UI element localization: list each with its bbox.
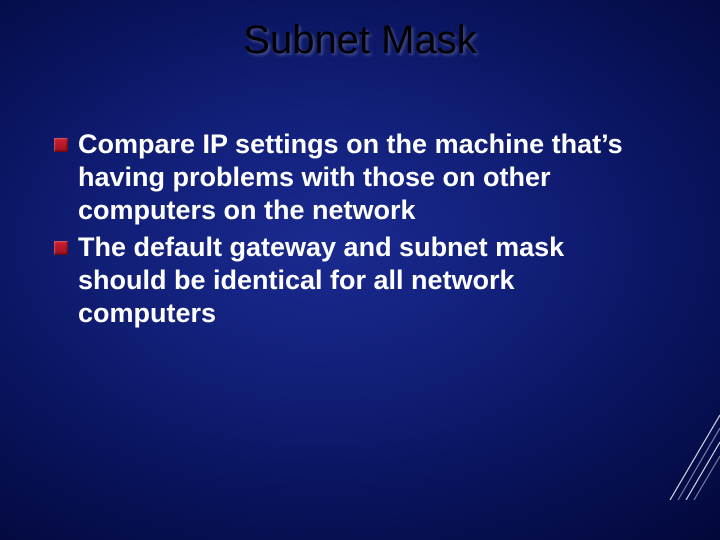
bullet-text: The default gateway and subnet mask shou… (78, 231, 660, 330)
list-item: Compare IP settings on the machine that’… (54, 128, 660, 227)
bullet-icon (54, 241, 68, 255)
slide-body: Compare IP settings on the machine that’… (54, 128, 660, 334)
bullet-icon (54, 138, 68, 152)
slide: Subnet Mask Compare IP settings on the m… (0, 0, 720, 540)
slide-title: Subnet Mask (0, 18, 720, 63)
list-item: The default gateway and subnet mask shou… (54, 231, 660, 330)
corner-decoration-icon (630, 360, 720, 500)
bullet-text: Compare IP settings on the machine that’… (78, 128, 660, 227)
